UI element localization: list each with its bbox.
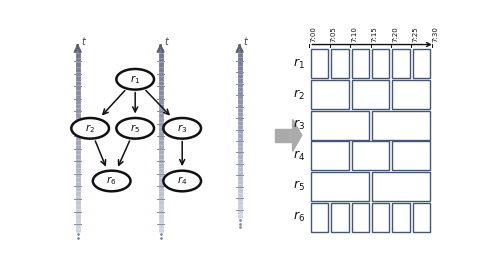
Bar <box>331 203 348 232</box>
Text: $r_3$: $r_3$ <box>293 118 305 132</box>
Text: $r_1$: $r_1$ <box>130 73 140 86</box>
Text: $t$: $t$ <box>243 35 249 47</box>
Bar <box>331 50 348 79</box>
Bar <box>393 50 410 79</box>
Bar <box>413 203 430 232</box>
Text: 7:20: 7:20 <box>392 26 398 42</box>
Text: $r_4$: $r_4$ <box>293 149 305 163</box>
Bar <box>393 80 430 109</box>
Bar <box>352 80 389 109</box>
Bar <box>311 203 328 232</box>
Bar <box>393 203 410 232</box>
Circle shape <box>163 171 201 191</box>
Circle shape <box>163 118 201 139</box>
Text: $r_2$: $r_2$ <box>85 122 95 135</box>
Text: 7:05: 7:05 <box>331 26 337 42</box>
Circle shape <box>116 118 154 139</box>
Text: $r_5$: $r_5$ <box>130 122 140 135</box>
Bar <box>413 50 430 79</box>
Bar <box>352 141 389 170</box>
Text: 7:25: 7:25 <box>413 27 418 42</box>
Bar <box>311 80 348 109</box>
Bar <box>276 129 293 142</box>
Polygon shape <box>293 119 302 151</box>
Bar <box>311 50 328 79</box>
Text: $r_5$: $r_5$ <box>293 179 305 193</box>
Text: $r_4$: $r_4$ <box>177 174 188 187</box>
Circle shape <box>93 171 131 191</box>
Bar <box>352 203 369 232</box>
Bar <box>393 141 430 170</box>
Bar <box>311 141 348 170</box>
Bar <box>372 111 430 140</box>
Bar <box>311 111 369 140</box>
Bar <box>352 50 369 79</box>
Circle shape <box>116 69 154 90</box>
Bar <box>372 172 430 201</box>
Bar <box>372 203 389 232</box>
Text: $r_6$: $r_6$ <box>293 210 305 224</box>
Text: $t$: $t$ <box>164 35 171 47</box>
Text: $r_2$: $r_2$ <box>293 88 305 102</box>
Text: 7:00: 7:00 <box>311 26 316 42</box>
Text: $r_3$: $r_3$ <box>177 122 187 135</box>
Text: $r_6$: $r_6$ <box>106 174 117 187</box>
Bar <box>311 172 369 201</box>
Circle shape <box>71 118 109 139</box>
Bar <box>372 50 389 79</box>
Text: $r_1$: $r_1$ <box>293 57 305 71</box>
Text: 7:15: 7:15 <box>372 26 378 42</box>
Text: 7:10: 7:10 <box>351 26 357 42</box>
Text: $t$: $t$ <box>82 35 87 47</box>
Text: 7:30: 7:30 <box>433 26 439 42</box>
